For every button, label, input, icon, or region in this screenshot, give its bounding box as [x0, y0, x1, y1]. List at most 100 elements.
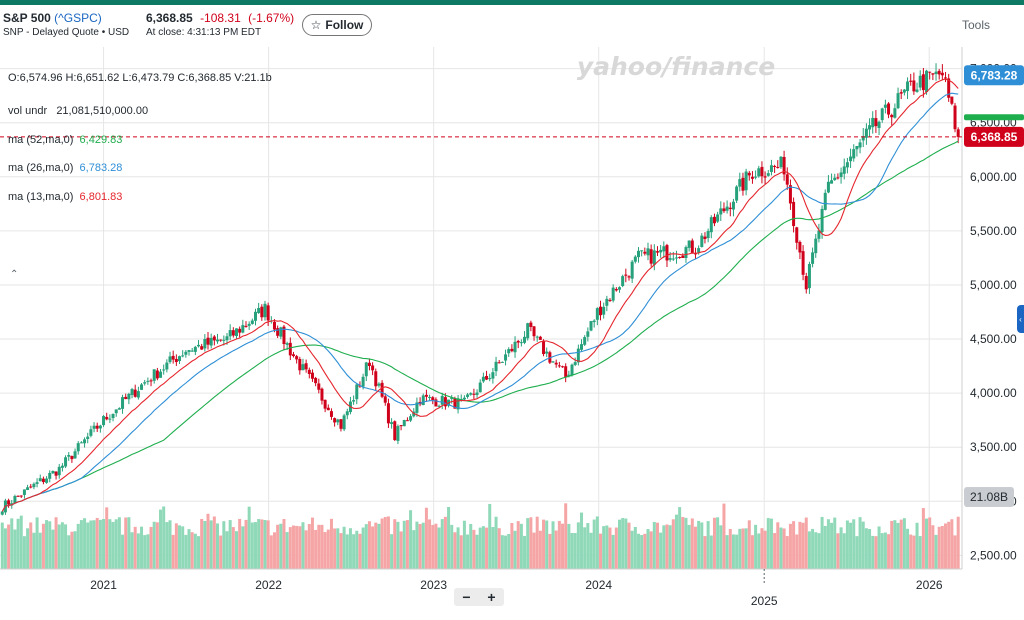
candle-body	[73, 451, 77, 459]
candle-body	[228, 330, 232, 337]
volume-bar	[830, 522, 834, 569]
candle-body	[475, 392, 479, 395]
candle-body	[60, 465, 64, 468]
volume-bar	[7, 524, 11, 569]
volume-bar	[434, 523, 438, 569]
ma13-value: 6,801.83	[79, 191, 123, 203]
ma26-line	[1, 92, 959, 512]
volume-bar	[162, 506, 166, 569]
volume-bar	[399, 531, 403, 569]
volume-bar	[291, 525, 295, 569]
candle-body	[858, 142, 862, 148]
volume-bar	[684, 517, 688, 569]
zoom-out-icon[interactable]: −	[462, 589, 471, 605]
volume-bar	[649, 531, 653, 569]
tools-button[interactable]: Tools	[962, 18, 990, 32]
candle-body	[504, 354, 508, 361]
index-title: S&P 500 (^GSPC)	[3, 11, 102, 25]
volume-bar	[763, 530, 767, 569]
volume-bar	[48, 521, 52, 569]
candle-body	[105, 416, 109, 420]
candle-body	[301, 364, 305, 371]
candle-body	[13, 496, 17, 504]
ma26-indicator[interactable]: ma (26,ma,0) 6,783.28	[8, 162, 122, 174]
candle-body	[35, 482, 39, 484]
volume-bar	[554, 530, 558, 569]
candle-body	[893, 108, 897, 118]
candle-body	[728, 207, 732, 210]
volume-bar	[801, 522, 805, 569]
candle-body	[826, 181, 830, 193]
candle-body	[741, 177, 745, 191]
candle-body	[409, 416, 413, 421]
index-ticker[interactable]: (^GSPC)	[54, 11, 102, 25]
zoom-in-icon[interactable]: +	[487, 589, 496, 605]
volume-bar	[864, 528, 868, 569]
side-panel-tab[interactable]: ‹	[1017, 305, 1024, 333]
y-tick-label: 5,000.00	[970, 278, 1017, 292]
price-chart[interactable]: yahoo/finance 2,500.003,000.003,500.004,…	[0, 47, 1024, 615]
x-tick-label: 2025	[751, 594, 778, 608]
volume-bar	[820, 516, 824, 569]
follow-button[interactable]: ☆ Follow	[302, 14, 372, 36]
volume-bar	[545, 520, 549, 569]
volume-bar	[934, 534, 938, 569]
volume-bar	[355, 530, 359, 569]
candle-body	[855, 146, 859, 150]
volume-bar	[602, 526, 606, 569]
ma13-label: ma (13,ma,0)	[8, 191, 74, 203]
candle-body	[79, 442, 83, 444]
volume-bar	[282, 519, 286, 569]
volume-bar	[462, 520, 466, 569]
volume-bar	[219, 535, 223, 569]
volume-bar	[415, 521, 419, 569]
candle-body	[906, 81, 910, 92]
volume-bar	[348, 528, 352, 569]
candle-body	[665, 245, 669, 261]
volume-bar	[418, 524, 422, 569]
candle-body	[415, 402, 419, 413]
candle-body	[206, 337, 210, 345]
candle-body	[32, 483, 36, 488]
candle-body	[133, 389, 137, 397]
candle-body	[155, 370, 159, 379]
volume-bar	[747, 520, 751, 569]
candle-body	[836, 177, 840, 179]
candle-body	[494, 361, 498, 372]
candle-body	[712, 216, 716, 224]
candle-body	[564, 366, 568, 378]
volume-bar	[73, 531, 77, 569]
volume-bar	[178, 525, 182, 569]
candle-body	[428, 396, 432, 398]
volume-bar	[570, 533, 574, 569]
volume-bar	[548, 533, 552, 569]
volume-bar	[937, 526, 941, 569]
volume-bar	[86, 522, 90, 569]
volume-bar	[852, 519, 856, 569]
candle-body	[393, 421, 397, 441]
ma52-indicator[interactable]: ma (52,ma,0) 6,429.83	[8, 134, 122, 146]
volume-bar	[849, 522, 853, 569]
volume-bar	[298, 526, 302, 569]
candle-body	[450, 397, 454, 399]
volume-bar	[507, 533, 511, 569]
candle-body	[212, 336, 216, 341]
candle-body	[697, 248, 701, 253]
collapse-chevron-icon[interactable]: ⌃	[10, 269, 19, 280]
candle-body	[83, 439, 87, 444]
ma13-indicator[interactable]: ma (13,ma,0) 6,801.83	[8, 191, 122, 203]
volume-bar	[915, 522, 919, 569]
ma52-value: 6,429.83	[79, 134, 123, 146]
candle-body	[143, 382, 147, 384]
volume-bar	[364, 524, 368, 569]
candle-body	[716, 214, 720, 222]
candle-body	[307, 369, 311, 374]
volume-bar	[551, 521, 555, 569]
candle-body	[535, 336, 539, 338]
candle-body	[260, 306, 264, 318]
chart-area[interactable]: yahoo/finance 2,500.003,000.003,500.004,…	[0, 47, 1024, 615]
volume-bar	[861, 521, 865, 569]
tools-label: Tools	[962, 18, 991, 32]
volume-bar	[687, 524, 691, 569]
candle-body	[760, 166, 764, 177]
